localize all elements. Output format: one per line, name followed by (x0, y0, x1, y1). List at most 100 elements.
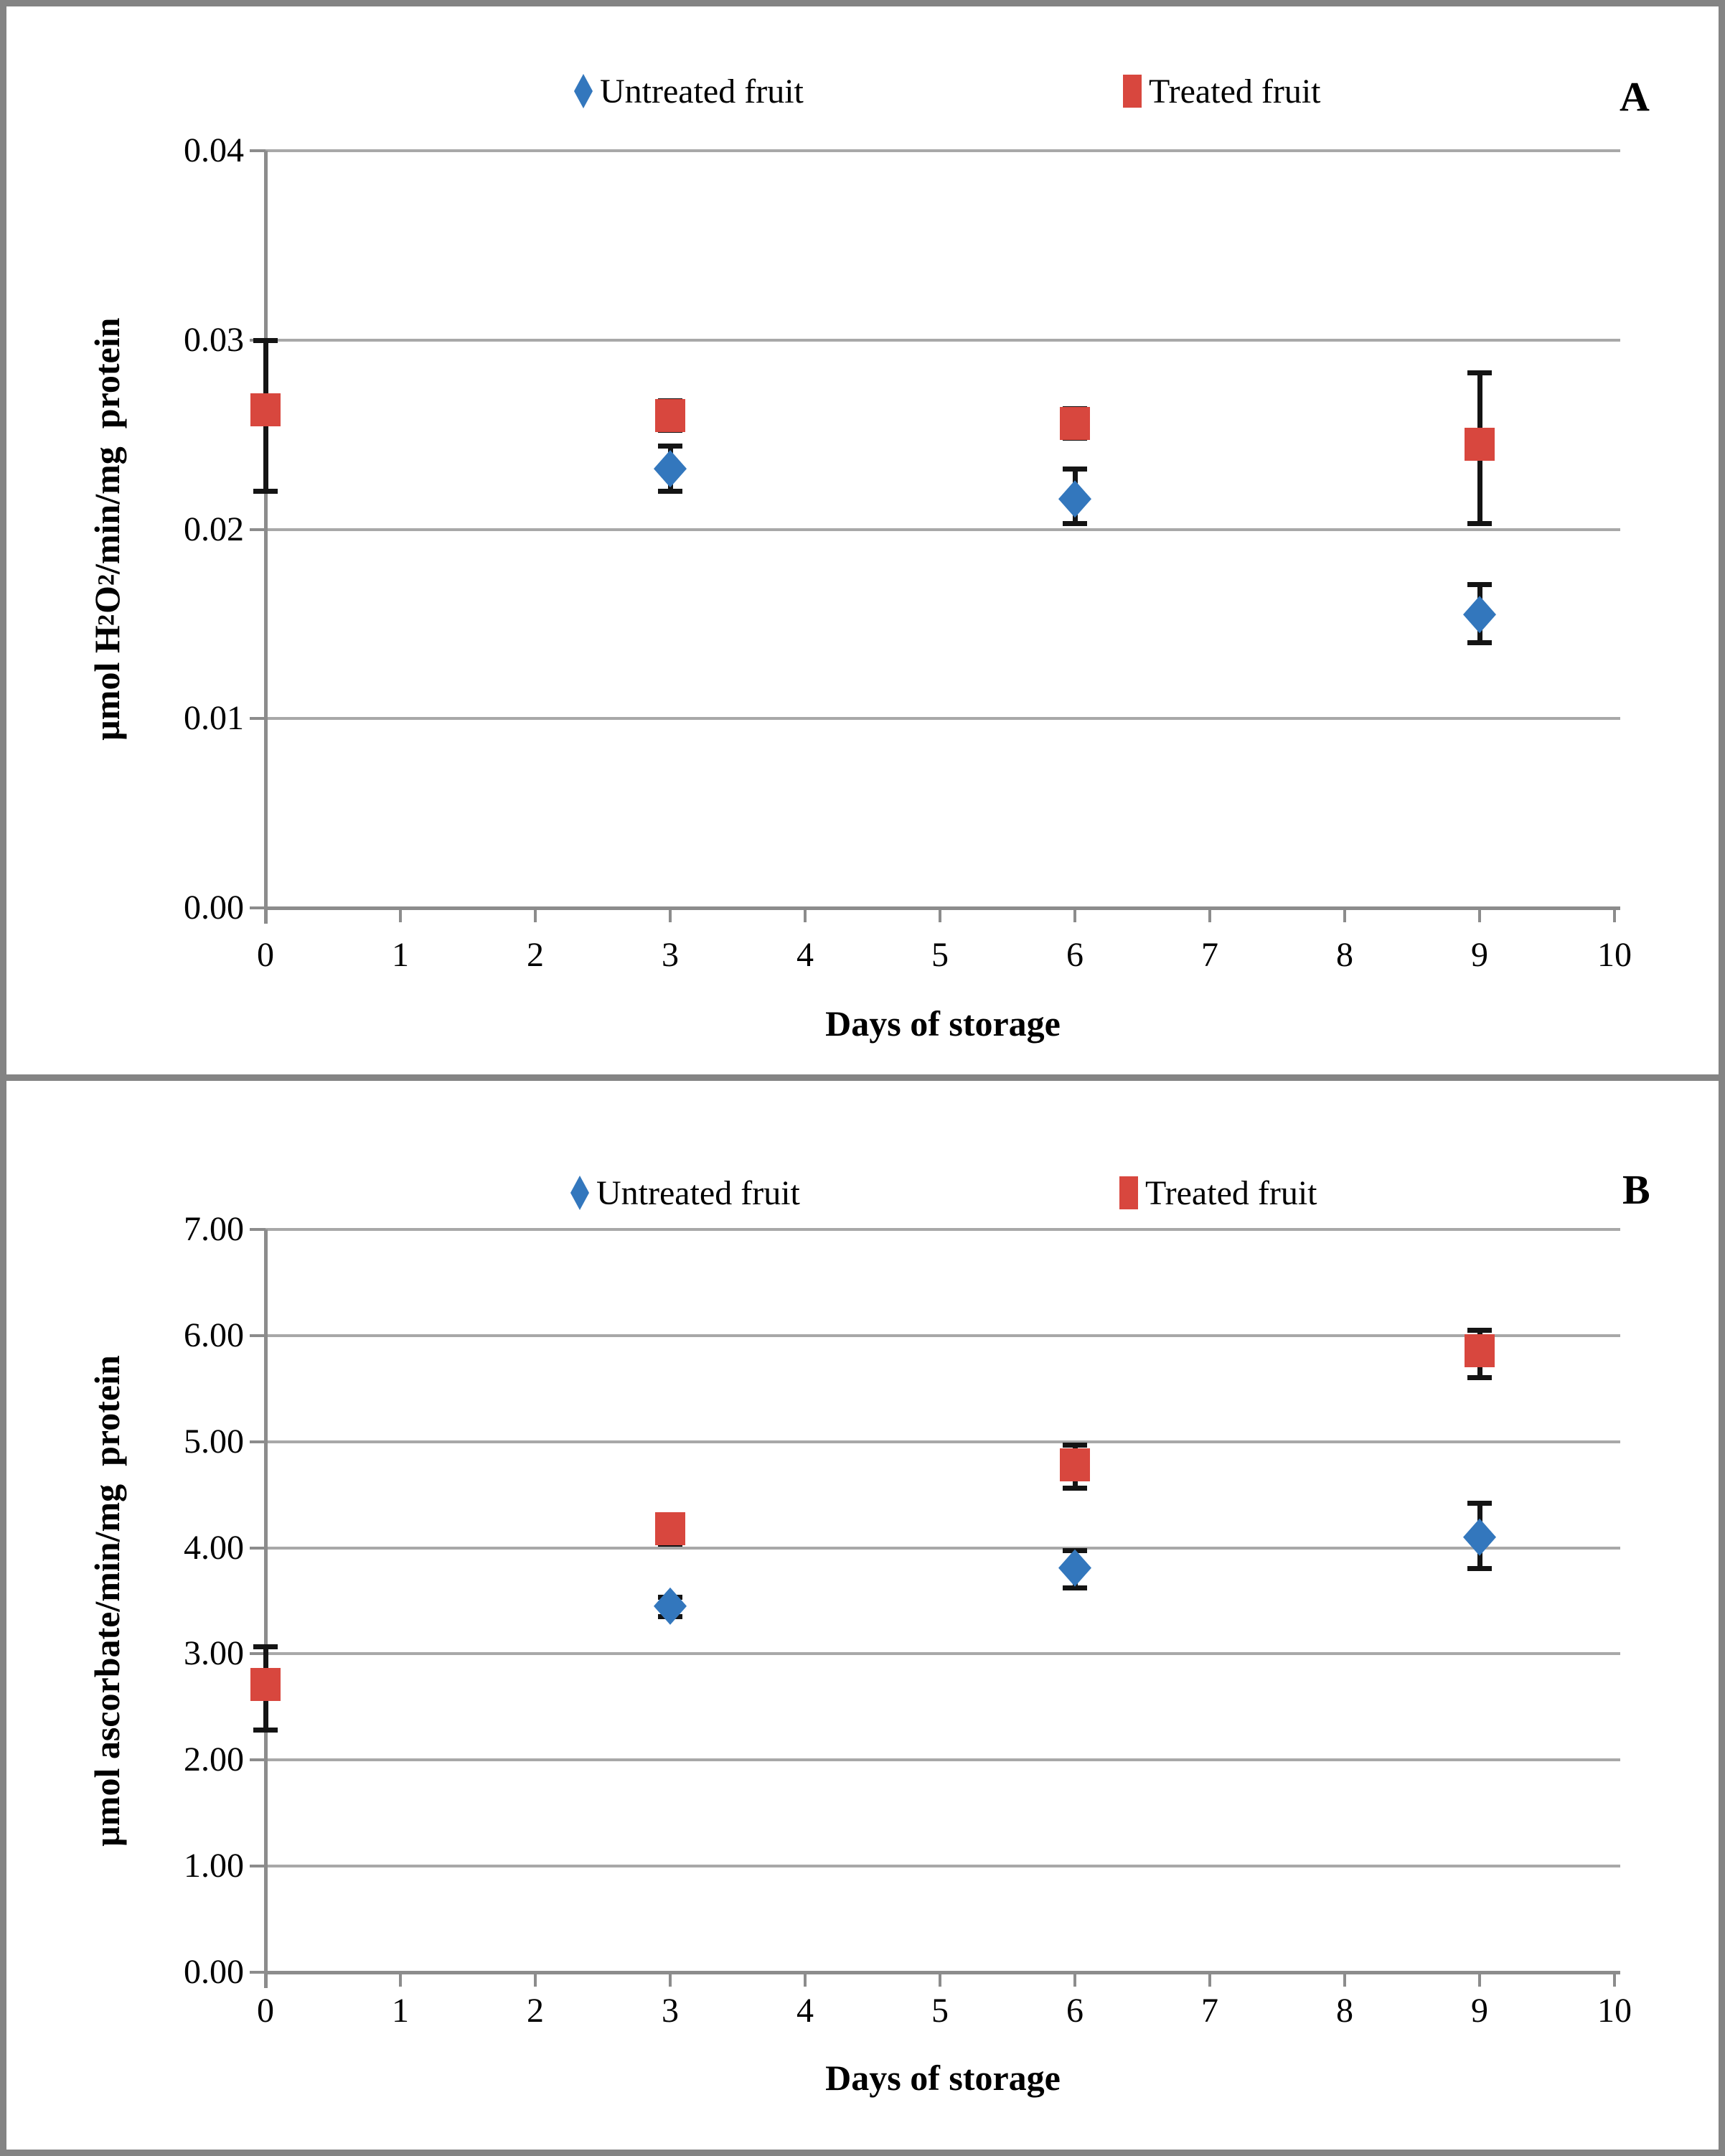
x-tick-label: 2 (527, 1992, 544, 2030)
y-tick-label: 0.04 (184, 131, 244, 169)
panel-letter-b: B (1622, 1166, 1650, 1213)
y-axis-title-text: O (87, 586, 127, 614)
gridline (265, 1546, 1620, 1550)
x-axis-title-a: Days of storage (825, 1003, 1061, 1044)
legend-item-untreated: Untreated fruit (574, 70, 804, 113)
x-tick-label: 6 (1066, 1992, 1084, 2030)
x-tick-mark (264, 908, 267, 922)
data-point-treated-fruit (250, 1668, 281, 1702)
y-tick-mark (250, 1971, 265, 1974)
x-tick-label: 1 (392, 1992, 409, 2030)
error-bar-cap-bottom (1467, 520, 1492, 526)
y-tick-mark (250, 1228, 265, 1231)
x-tick-label: 4 (796, 1992, 814, 2030)
gridline (265, 717, 1620, 721)
error-bar-cap-top (1063, 467, 1087, 472)
data-point-untreated-fruit (654, 1587, 687, 1625)
data-point-untreated-fruit (1058, 480, 1091, 518)
x-tick-label: 5 (931, 1992, 949, 2030)
x-tick-mark (939, 1972, 941, 1987)
x-tick-label: 0 (257, 1992, 274, 2030)
x-tick-label: 8 (1336, 936, 1353, 974)
y-tick-label: 3.00 (184, 1634, 244, 1673)
x-tick-label: 9 (1471, 1992, 1488, 2030)
error-bar-cap-top (1467, 1501, 1492, 1506)
error-bar-cap-bottom (658, 488, 682, 494)
y-axis-line (264, 1229, 268, 1988)
x-tick-label: 10 (1597, 1992, 1632, 2030)
data-point-treated-fruit (1060, 406, 1090, 440)
legend-item-treated: Treated fruit (1123, 70, 1321, 113)
data-point-treated-fruit (1465, 1334, 1495, 1367)
x-tick-mark (1613, 908, 1616, 922)
legend-label-untreated: Untreated fruit (600, 72, 804, 111)
x-tick-mark (1208, 1972, 1211, 1987)
x-tick-label: 0 (257, 936, 274, 974)
x-tick-mark (534, 908, 537, 922)
x-tick-mark (1343, 908, 1346, 922)
x-tick-label: 2 (527, 936, 544, 974)
y-tick-mark (250, 1865, 265, 1868)
error-bar-cap-bottom (253, 488, 278, 494)
data-point-treated-fruit (1465, 427, 1495, 461)
error-bar-cap-top (1063, 1443, 1087, 1448)
x-tick-label: 9 (1471, 936, 1488, 974)
y-tick-mark (250, 528, 265, 531)
error-bar-cap-top (658, 444, 682, 449)
error-bar-cap-top (1467, 1328, 1492, 1334)
x-axis-line (265, 906, 1620, 910)
panel-letter-a: A (1620, 73, 1650, 120)
gridline (265, 338, 1620, 342)
y-tick-mark (250, 1546, 265, 1550)
error-bar-cap-top (1467, 581, 1492, 587)
x-tick-mark (1073, 1972, 1076, 1987)
y-tick-label: 2.00 (184, 1740, 244, 1779)
y-tick-label: 0.00 (184, 1953, 244, 1991)
y-tick-mark (250, 717, 265, 721)
gridline (265, 149, 1620, 152)
legend-marker-diamond-icon (570, 1176, 589, 1210)
x-tick-mark (1073, 908, 1076, 922)
error-bar-cap-bottom (1063, 1485, 1087, 1491)
legend-marker-square-icon (1119, 1176, 1138, 1209)
x-tick-label: 7 (1201, 1992, 1218, 2030)
gridline (265, 1440, 1620, 1443)
panel-b: Untreated fruit Treated fruit B µmol asc… (6, 1081, 1719, 2150)
y-tick-label: 5.00 (184, 1422, 244, 1461)
y-tick-label: 0.02 (184, 510, 244, 548)
gridline (265, 1865, 1620, 1868)
x-tick-label: 4 (796, 936, 814, 974)
data-point-untreated-fruit (1058, 1549, 1091, 1587)
x-tick-label: 3 (662, 936, 679, 974)
y-tick-label: 6.00 (184, 1316, 244, 1354)
error-bar-cap-bottom (1063, 1585, 1087, 1590)
error-bar-cap-top (1467, 370, 1492, 375)
legend-item-untreated: Untreated fruit (570, 1171, 800, 1214)
data-point-treated-fruit (250, 393, 281, 427)
y-tick-label: 0.00 (184, 889, 244, 927)
y-tick-label: 4.00 (184, 1528, 244, 1567)
gridline (265, 528, 1620, 531)
x-tick-label: 6 (1066, 936, 1084, 974)
error-bar-cap-bottom (253, 1727, 278, 1733)
x-tick-mark (669, 908, 672, 922)
x-tick-label: 8 (1336, 1992, 1353, 2030)
error-bar-cap-bottom (1467, 1566, 1492, 1572)
y-tick-label: 0.03 (184, 320, 244, 359)
x-tick-mark (534, 1972, 537, 1987)
x-tick-mark (399, 1972, 402, 1987)
x-tick-mark (804, 1972, 807, 1987)
data-point-treated-fruit (1060, 1448, 1090, 1482)
y-tick-mark (250, 1652, 265, 1656)
data-point-untreated-fruit (654, 450, 687, 488)
legend-label-treated: Treated fruit (1145, 1173, 1317, 1212)
x-tick-label: 10 (1597, 936, 1632, 974)
legend-marker-square-icon (1123, 75, 1142, 108)
legend-marker-diamond-icon (574, 74, 593, 108)
x-tick-mark (939, 908, 941, 922)
y-tick-mark (250, 1334, 265, 1337)
y-tick-label: 1.00 (184, 1847, 244, 1885)
y-tick-label: 0.01 (184, 699, 244, 738)
